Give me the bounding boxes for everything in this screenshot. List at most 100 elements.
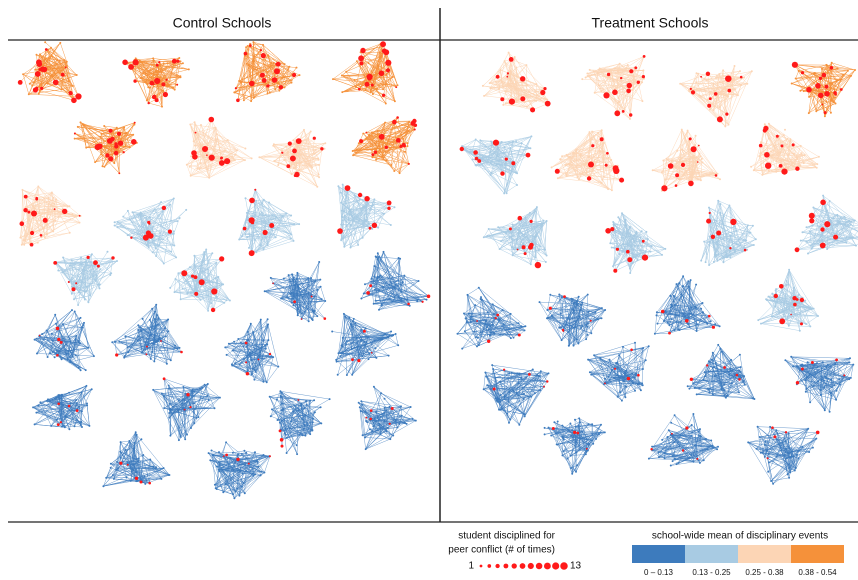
network-edges (152, 378, 221, 441)
size-legend-dot (479, 564, 483, 568)
disciplined-student (588, 161, 594, 168)
disciplined-student (39, 234, 43, 237)
disciplined-student (180, 350, 183, 354)
disciplined-student (613, 367, 617, 370)
disciplined-student (105, 153, 110, 158)
disciplined-student (75, 282, 78, 285)
disciplined-student (154, 77, 161, 85)
disciplined-student (630, 348, 633, 352)
disciplined-student (35, 196, 38, 200)
disciplined-student (808, 212, 815, 219)
disciplined-student (792, 296, 797, 301)
disciplined-student (821, 242, 826, 248)
disciplined-student (396, 116, 399, 119)
disciplined-student (381, 93, 386, 98)
size-legend-max: 13 (570, 561, 582, 572)
disciplined-student (369, 417, 373, 421)
network-edges (654, 276, 720, 335)
disciplined-student (555, 169, 559, 173)
disciplined-student (249, 197, 255, 204)
network-edges (352, 117, 416, 174)
network-edges (361, 251, 429, 310)
disciplined-student (362, 329, 366, 333)
disciplined-student (395, 138, 401, 143)
disciplined-student (181, 270, 188, 277)
disciplined-student (839, 88, 843, 91)
disciplined-student (790, 313, 792, 316)
disciplined-student (194, 131, 197, 134)
disciplined-student (153, 83, 155, 85)
disciplined-student (36, 61, 43, 67)
disciplined-student (494, 317, 497, 320)
network-edges (607, 213, 666, 274)
disciplined-student (38, 334, 41, 337)
disciplined-student (108, 156, 114, 162)
size-legend-dot (503, 563, 509, 569)
disciplined-student (161, 205, 167, 211)
disciplined-student (615, 247, 620, 251)
disciplined-student (700, 75, 702, 78)
disciplined-student (708, 97, 712, 101)
disciplined-student (392, 119, 397, 125)
disciplined-student (504, 157, 508, 161)
disciplined-student (496, 313, 500, 317)
disciplined-student (139, 480, 143, 484)
network-nodes (460, 135, 533, 195)
disciplined-student (660, 309, 665, 314)
disciplined-student (133, 79, 137, 83)
disciplined-student (546, 102, 549, 105)
disciplined-student (500, 97, 505, 102)
disciplined-student (19, 221, 25, 226)
disciplined-student (234, 87, 237, 90)
disciplined-student (351, 358, 354, 361)
disciplined-student (708, 314, 711, 318)
disciplined-student (261, 78, 267, 83)
legend: 0 – 0.13 0.13 - 0.25 0.25 - 0.38 0.38 - 0.5… (479, 545, 844, 577)
disciplined-student (134, 476, 139, 480)
disciplined-student (716, 230, 722, 236)
disciplined-student (823, 111, 827, 115)
disciplined-student (236, 98, 240, 103)
panel-title: Treatment Schools (592, 15, 709, 31)
disciplined-student (111, 256, 115, 260)
disciplined-student (292, 72, 297, 78)
disciplined-student (364, 81, 370, 87)
disciplined-student (698, 144, 700, 147)
disciplined-student (154, 98, 159, 103)
disciplined-student (561, 328, 565, 332)
network-nodes (653, 275, 721, 335)
disciplined-student (161, 82, 166, 87)
disciplined-student (477, 159, 482, 163)
disciplined-student (357, 359, 360, 362)
disciplined-student (576, 431, 579, 435)
disciplined-student (176, 83, 179, 86)
disciplined-student (158, 61, 161, 64)
disciplined-student (293, 300, 296, 304)
disciplined-student (508, 57, 514, 62)
disciplined-student (358, 87, 361, 91)
disciplined-student (495, 74, 500, 79)
disciplined-student (516, 248, 519, 251)
network-edges (587, 342, 649, 401)
size-legend-dot (552, 562, 560, 570)
disciplined-student (661, 185, 668, 192)
disciplined-student (219, 256, 225, 262)
disciplined-student (64, 66, 67, 69)
disciplined-student (40, 86, 44, 90)
disciplined-student (147, 101, 150, 105)
disciplined-student (833, 91, 837, 95)
disciplined-student (681, 449, 685, 452)
disciplined-student (345, 185, 350, 191)
network-edges (461, 136, 532, 194)
network-edges (680, 65, 753, 127)
disciplined-student (31, 210, 37, 217)
disciplined-student (359, 61, 364, 66)
disciplined-student (278, 429, 282, 433)
disciplined-student (528, 373, 531, 376)
disciplined-student (133, 121, 136, 124)
disciplined-student (800, 322, 803, 326)
size-legend-dot (495, 563, 500, 569)
disciplined-student (650, 448, 653, 451)
disciplined-student (61, 208, 68, 215)
disciplined-student (320, 147, 324, 151)
